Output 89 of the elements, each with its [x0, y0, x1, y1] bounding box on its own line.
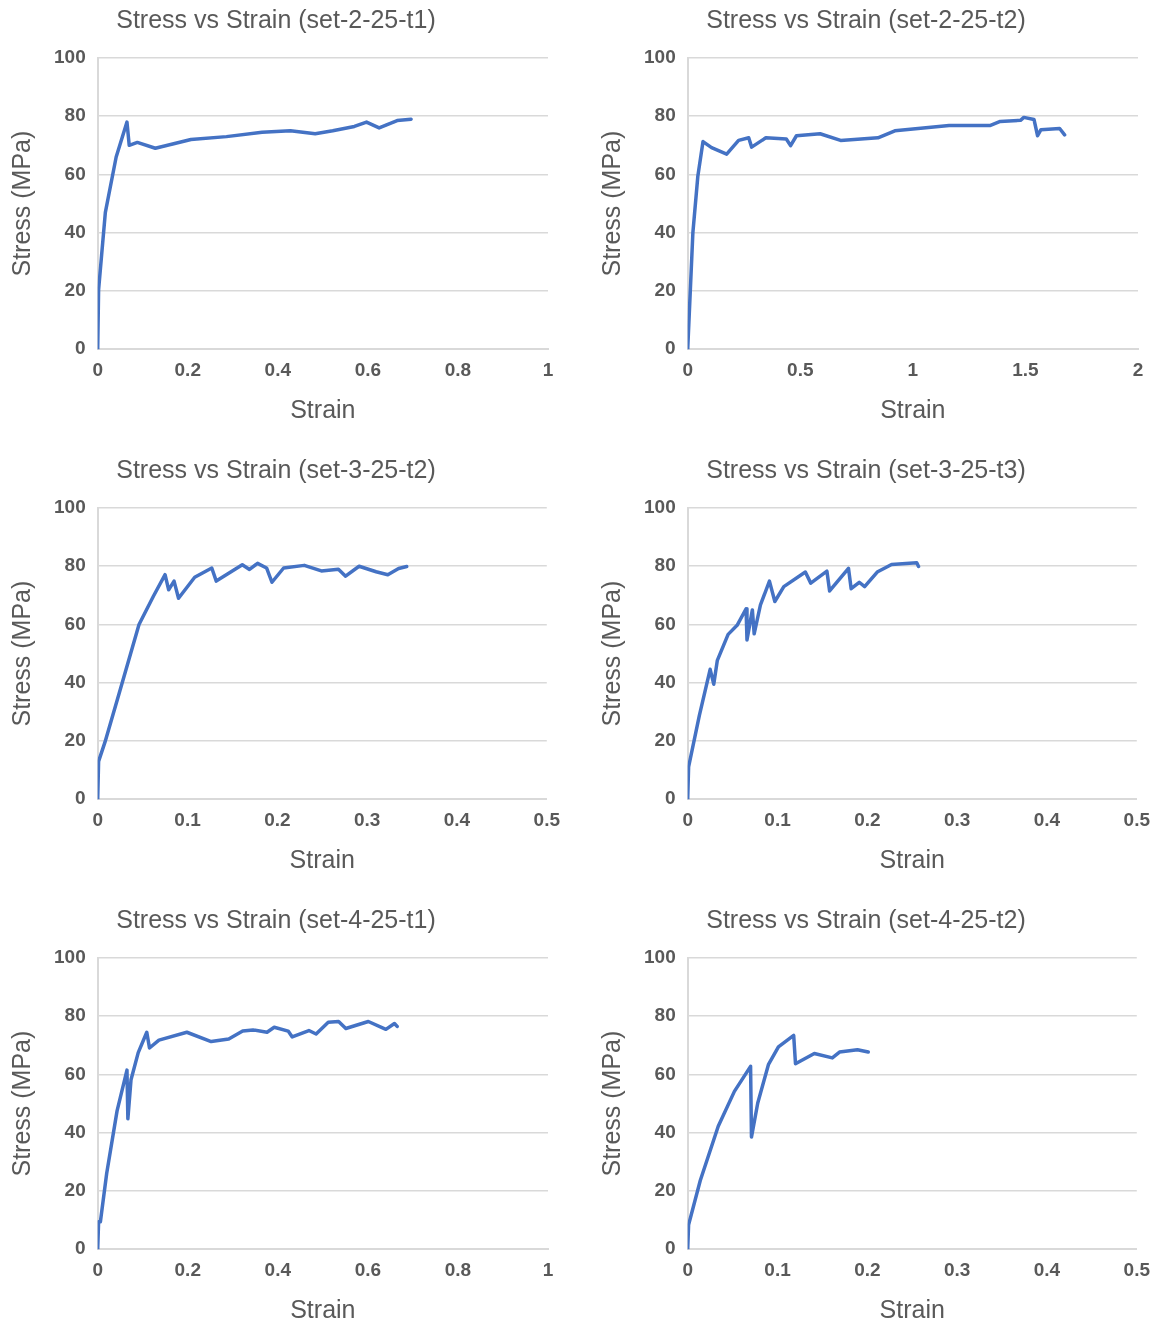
x-tick-label: 0.2: [174, 358, 201, 380]
x-tick-label: 0.1: [764, 808, 792, 830]
y-tick-label: 60: [64, 612, 86, 634]
y-tick-label: 40: [654, 1120, 676, 1142]
x-tick-label: 0.3: [943, 1258, 971, 1280]
y-axis-title: Stress (MPa): [596, 1030, 625, 1177]
y-tick-label: 60: [64, 162, 86, 184]
y-tick-label: 0: [75, 787, 86, 809]
y-tick-label: 20: [64, 1179, 86, 1201]
x-tick-label: 0.1: [174, 808, 202, 830]
x-tick-label: 1.5: [1012, 358, 1040, 380]
x-tick-label: 0.3: [943, 808, 971, 830]
x-tick-label: 0.6: [354, 1258, 382, 1280]
y-tick-label: 80: [654, 554, 676, 576]
y-tick-label: 40: [64, 670, 86, 692]
x-tick-label: 0: [92, 808, 103, 830]
y-tick-label: 60: [654, 1062, 676, 1084]
x-tick-label: 0: [682, 358, 693, 380]
y-tick-label: 60: [64, 1062, 86, 1084]
x-tick-label: 0.5: [787, 358, 814, 380]
y-tick-label: 20: [654, 279, 676, 301]
x-tick-label: 0.4: [1033, 808, 1061, 830]
y-tick-label: 0: [665, 337, 676, 359]
y-tick-label: 80: [64, 554, 86, 576]
x-tick-label: 0: [92, 1258, 103, 1280]
x-axis-title: Strain: [290, 394, 356, 423]
y-tick-label: 40: [64, 220, 86, 242]
y-tick-label: 20: [654, 729, 676, 751]
y-tick-label: 100: [644, 46, 676, 68]
y-axis-title: Stress (MPa): [6, 580, 35, 727]
x-tick-label: 0: [682, 1258, 693, 1280]
y-tick-label: 40: [654, 220, 676, 242]
x-tick-label: 0: [92, 358, 103, 380]
x-axis-title: Strain: [290, 1294, 356, 1323]
chart-title: Stress vs Strain (set-4-25-t2): [706, 904, 1026, 933]
x-tick-label: 1: [542, 1258, 554, 1280]
x-tick-label: 0: [682, 808, 693, 830]
x-axis-title: Strain: [879, 844, 945, 873]
y-tick-label: 100: [54, 946, 86, 968]
x-tick-label: 0.8: [444, 1258, 472, 1280]
x-tick-label: 0.5: [1123, 1258, 1151, 1280]
y-tick-label: 60: [654, 612, 676, 634]
y-tick-label: 20: [64, 729, 86, 751]
y-tick-label: 0: [665, 787, 676, 809]
x-axis-title: Strain: [879, 1294, 945, 1323]
x-tick-label: 0.4: [1033, 1258, 1061, 1280]
y-tick-label: 100: [54, 46, 86, 68]
y-axis-title: Stress (MPa): [6, 130, 35, 277]
chart-title: Stress vs Strain (set-2-25-t2): [706, 4, 1026, 33]
y-axis-title: Stress (MPa): [596, 580, 625, 727]
x-tick-label: 0.5: [533, 808, 561, 830]
y-tick-label: 40: [64, 1120, 86, 1142]
x-tick-label: 0.4: [443, 808, 471, 830]
x-tick-label: 0.4: [264, 1258, 292, 1280]
x-tick-label: 0.6: [354, 358, 382, 380]
x-tick-label: 0.2: [174, 1258, 201, 1280]
y-tick-label: 20: [654, 1179, 676, 1201]
x-tick-label: 0.4: [264, 358, 292, 380]
y-tick-label: 80: [64, 104, 86, 126]
x-tick-label: 0.2: [264, 808, 291, 830]
y-tick-label: 0: [665, 1237, 676, 1259]
x-tick-label: 0.8: [444, 358, 472, 380]
x-tick-label: 2: [1132, 358, 1144, 380]
y-tick-label: 80: [64, 1004, 86, 1026]
x-tick-label: 1: [907, 358, 919, 380]
y-tick-label: 100: [644, 496, 676, 518]
chart-title: Stress vs Strain (set-2-25-t1): [116, 4, 436, 33]
x-tick-label: 0.5: [1123, 808, 1151, 830]
y-tick-label: 80: [654, 104, 676, 126]
x-tick-label: 0.2: [854, 808, 881, 830]
y-tick-label: 40: [654, 670, 676, 692]
chart-title: Stress vs Strain (set-3-25-t3): [706, 454, 1026, 483]
chart-title: Stress vs Strain (set-4-25-t1): [116, 904, 436, 933]
y-tick-label: 100: [644, 946, 676, 968]
y-tick-label: 0: [75, 1237, 86, 1259]
x-tick-label: 0.1: [764, 1258, 792, 1280]
y-tick-label: 100: [54, 496, 86, 518]
x-tick-label: 0.3: [353, 808, 381, 830]
y-axis-title: Stress (MPa): [596, 130, 625, 277]
y-tick-label: 80: [654, 1004, 676, 1026]
x-tick-label: 0.2: [854, 1258, 881, 1280]
y-tick-label: 60: [654, 162, 676, 184]
x-axis-title: Strain: [289, 844, 355, 873]
chart-title: Stress vs Strain (set-3-25-t2): [116, 454, 436, 483]
x-axis-title: Strain: [880, 394, 946, 423]
y-axis-title: Stress (MPa): [6, 1030, 35, 1177]
y-tick-label: 0: [75, 337, 86, 359]
y-tick-label: 20: [64, 279, 86, 301]
x-tick-label: 1: [542, 358, 554, 380]
